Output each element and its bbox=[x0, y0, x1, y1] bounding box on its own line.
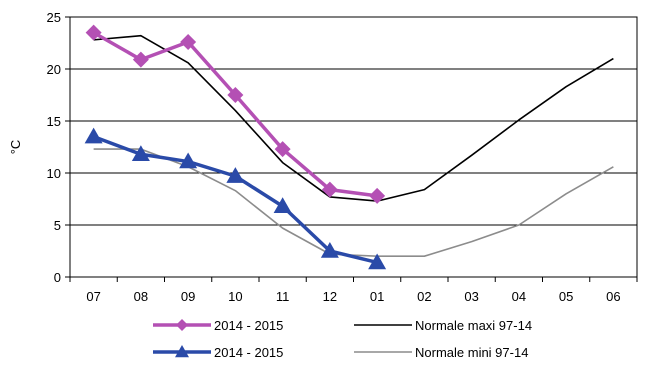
data-point-triangle bbox=[226, 167, 245, 183]
y-tick-label: 5 bbox=[54, 218, 61, 233]
series-lines bbox=[84, 24, 614, 270]
x-tick-label: 02 bbox=[417, 289, 431, 304]
y-tick-label: 25 bbox=[47, 10, 61, 25]
legend-item: 2014 - 2015 bbox=[153, 345, 283, 360]
legend-label: Normale maxi 97-14 bbox=[415, 318, 532, 333]
gridlines bbox=[70, 68, 637, 226]
legend-label: 2014 - 2015 bbox=[214, 318, 283, 333]
y-axis-ticks: 0 5 10 15 20 25 bbox=[47, 10, 70, 285]
series-line-3 bbox=[93, 34, 614, 202]
data-point-triangle bbox=[131, 145, 150, 162]
x-tick-label: 06 bbox=[606, 289, 620, 304]
legend-label: 2014 - 2015 bbox=[214, 345, 283, 360]
data-point-triangle bbox=[273, 197, 292, 214]
x-tick-label: 09 bbox=[181, 289, 195, 304]
data-point-diamond bbox=[132, 51, 149, 68]
x-tick-label: 05 bbox=[559, 289, 573, 304]
data-point-diamond bbox=[321, 181, 338, 198]
data-point-triangle bbox=[84, 127, 103, 144]
y-tick-label: 20 bbox=[47, 62, 61, 77]
x-tick-label: 10 bbox=[228, 289, 242, 304]
legend-item: Normale maxi 97-14 bbox=[354, 318, 532, 333]
y-axis-label: °C bbox=[8, 140, 23, 155]
y-tick-label: 10 bbox=[47, 166, 61, 181]
data-point-diamond bbox=[369, 187, 386, 204]
data-point-diamond bbox=[85, 24, 102, 41]
legend-marker-triangle bbox=[175, 345, 189, 358]
legend-marker-diamond bbox=[176, 319, 188, 331]
legend: 2014 - 2015 2014 - 2015 Normale maxi 97-14… bbox=[153, 318, 532, 360]
x-tick-label: 04 bbox=[512, 289, 526, 304]
data-point-triangle bbox=[320, 242, 339, 258]
legend-item: 2014 - 2015 bbox=[153, 318, 283, 333]
x-tick-label: 01 bbox=[370, 289, 384, 304]
y-tick-label: 0 bbox=[54, 270, 61, 285]
data-point-diamond bbox=[227, 87, 244, 103]
x-tick-label: 07 bbox=[86, 289, 100, 304]
x-tick-label: 12 bbox=[323, 289, 337, 304]
data-point-triangle bbox=[179, 152, 198, 169]
x-tick-label: 03 bbox=[464, 289, 478, 304]
y-tick-label: 15 bbox=[47, 114, 61, 129]
data-point-diamond bbox=[180, 33, 197, 50]
legend-item: Normale mini 97-14 bbox=[354, 345, 528, 360]
x-axis-ticks: 07 08 09 10 11 12 01 02 03 04 05 06 bbox=[69, 277, 638, 304]
x-tick-label: 08 bbox=[134, 289, 148, 304]
data-point-triangle bbox=[368, 253, 387, 270]
legend-label: Normale mini 97-14 bbox=[415, 345, 528, 360]
x-tick-label: 11 bbox=[276, 289, 290, 304]
series-line-4 bbox=[93, 148, 614, 258]
data-point-diamond bbox=[274, 141, 291, 158]
